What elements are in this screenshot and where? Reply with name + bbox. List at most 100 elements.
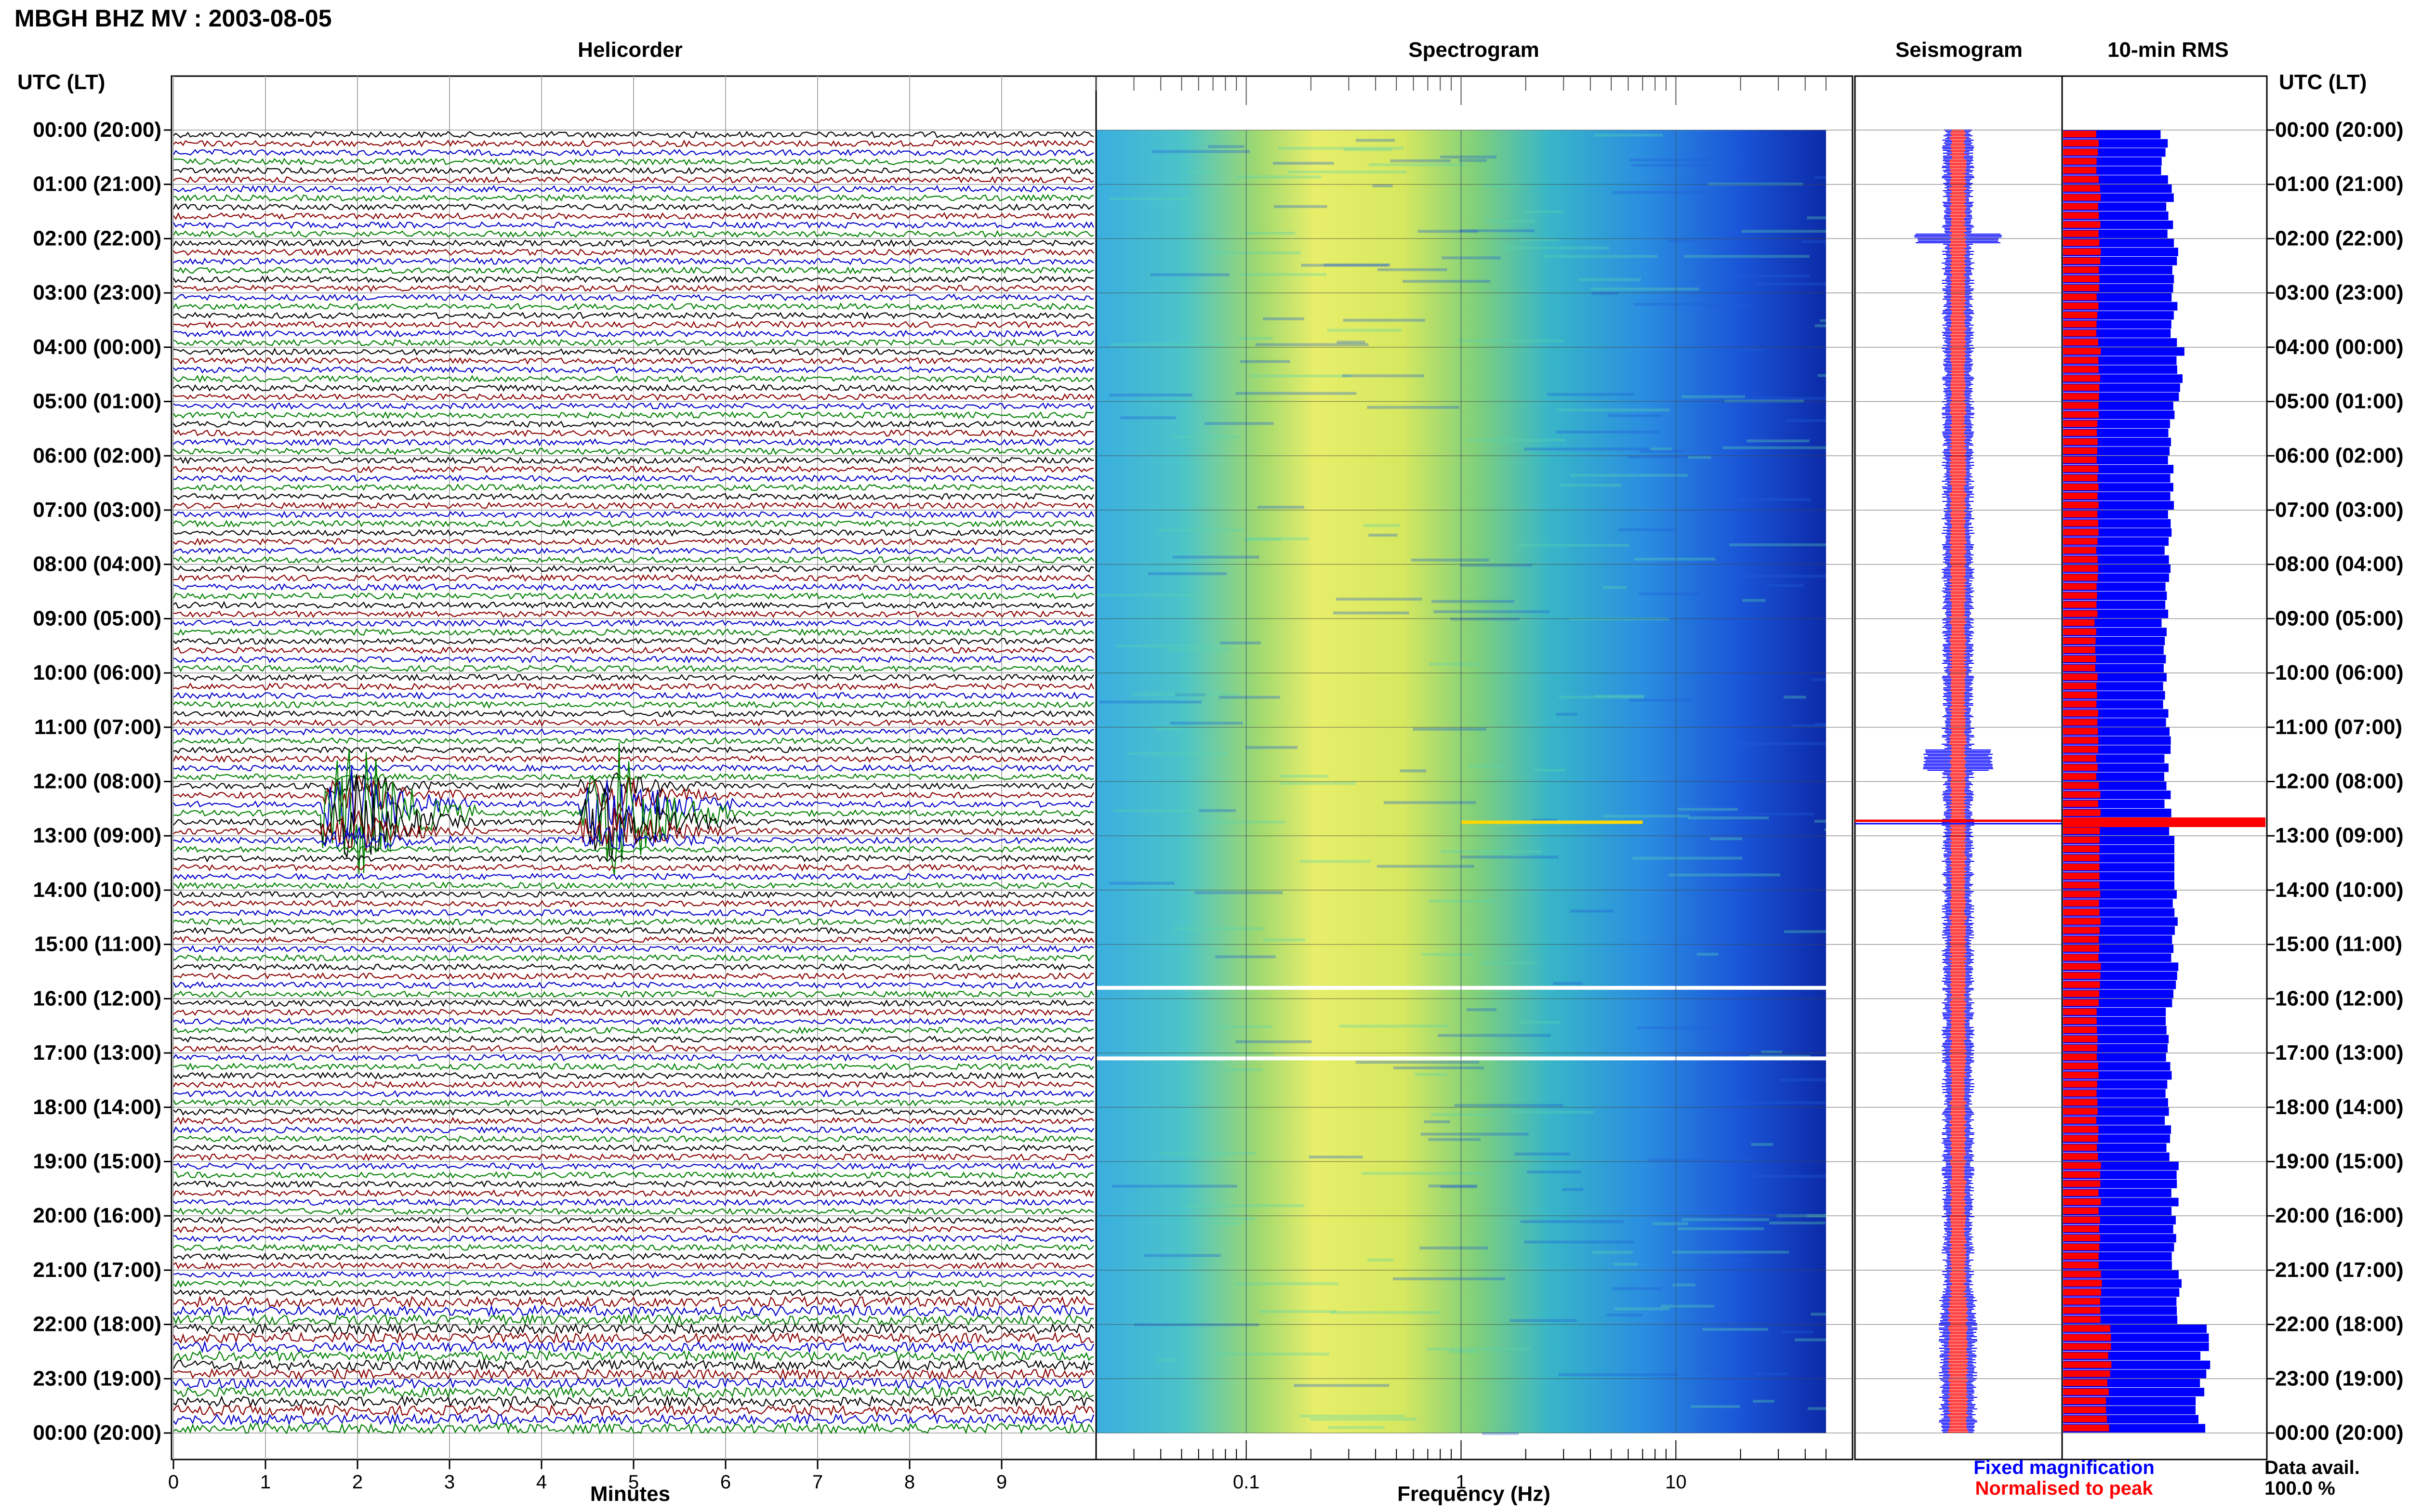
spectrogram-texture — [1726, 1213, 1826, 1217]
helicorder-trace — [173, 302, 1094, 311]
spectrogram-texture — [1287, 170, 1407, 173]
spectrogram-texture — [1556, 712, 1577, 716]
spectrogram-texture — [1278, 146, 1403, 150]
helicorder-trace — [173, 719, 1094, 727]
spectrogram-texture — [1738, 498, 1812, 501]
spectrogram-texture — [1113, 809, 1192, 813]
helicorder-trace — [173, 981, 1094, 989]
rms-bar-normalised — [2063, 1415, 2107, 1422]
spectrogram-texture — [1482, 961, 1537, 965]
rms-bar-normalised — [2063, 936, 2099, 943]
helicorder-trace — [173, 1386, 1094, 1399]
spectrogram-texture — [1681, 1218, 1769, 1221]
rms-bar-normalised — [2063, 158, 2097, 165]
helicorder-trace — [173, 999, 1094, 1008]
spectrogram-texture — [1702, 1328, 1769, 1331]
spectrogram-texture — [1532, 818, 1558, 822]
spectrogram-texture — [1356, 139, 1395, 142]
spectrogram-texture — [1824, 828, 1826, 831]
spectrogram-texture — [1602, 815, 1690, 818]
spectrogram-texture — [1718, 274, 1810, 277]
rms-bar-normalised — [2063, 1216, 2100, 1223]
spectrogram-texture — [1518, 543, 1629, 547]
helicorder-trace — [173, 320, 1094, 329]
rms-bar-normalised — [2063, 683, 2097, 690]
time-label-left: 15:00 (11:00) — [34, 933, 161, 956]
helicorder-tick-label: 9 — [996, 1472, 1007, 1493]
rms-bar-normalised — [2063, 755, 2096, 762]
rms-event-bar — [2063, 817, 2265, 828]
rms-bar-normalised — [2063, 320, 2097, 328]
helicorder-trace — [173, 1377, 1094, 1390]
time-label-right: 00:00 (20:00) — [2275, 118, 2404, 142]
helicorder-trace — [173, 1413, 1095, 1426]
spectrogram-texture — [1223, 1068, 1263, 1071]
spectrogram-texture — [1512, 1110, 1594, 1114]
spectrogram-texture — [1442, 256, 1501, 260]
helicorder-trace — [173, 1235, 1094, 1243]
helicorder-trace — [173, 456, 1094, 465]
station-title: MBGH BHZ MV : 2003-08-05 — [14, 5, 332, 32]
rms-bar-normalised — [2063, 746, 2098, 753]
spectrogram-texture — [1509, 1319, 1577, 1322]
helicorder-trace — [173, 1340, 1095, 1354]
spectrogram-texture — [1159, 1152, 1256, 1155]
rms-bar-normalised — [2063, 1235, 2100, 1242]
time-label-left: 20:00 (16:00) — [33, 1204, 161, 1227]
spectrogram-texture — [1747, 439, 1810, 443]
rms-bar-normalised — [2063, 1171, 2101, 1178]
spectrogram-texture — [1390, 159, 1451, 162]
spectrogram-texture — [1781, 1330, 1813, 1334]
rms-bar-normalised — [2063, 918, 2101, 925]
helicorder-trace — [173, 899, 1094, 908]
spectrogram-texture — [1555, 430, 1659, 434]
helicorder-trace — [173, 963, 1094, 971]
panel-title-rms: 10-min RMS — [2107, 38, 2229, 62]
rms-bar-normalised — [2063, 1053, 2097, 1061]
helicorder-tick-label: 2 — [352, 1472, 363, 1493]
helicorder-trace — [173, 547, 1094, 555]
helicorder-trace — [173, 736, 1094, 745]
rms-bar-normalised — [2063, 1334, 2111, 1341]
spectrogram-texture — [1613, 1262, 1638, 1266]
time-label-right: 03:00 (23:00) — [2275, 281, 2404, 304]
time-label-left: 11:00 (07:00) — [34, 715, 161, 739]
spectrogram-texture — [1377, 268, 1447, 271]
spectrogram-texture — [1749, 1054, 1810, 1058]
rms-bar-normalised — [2063, 348, 2101, 355]
spectrogram-texture — [1240, 273, 1327, 276]
helicorder-trace — [173, 845, 1094, 854]
spectrogram-texture — [1431, 600, 1514, 603]
spectrogram-texture — [1570, 909, 1614, 913]
spectrogram-texture — [1168, 648, 1230, 651]
spectrogram-texture — [1413, 727, 1486, 731]
helicorder-trace — [173, 402, 1094, 410]
spectrogram-texture — [1120, 416, 1176, 420]
spectrogram-texture — [1215, 955, 1276, 959]
spectrogram-texture — [1150, 273, 1230, 276]
helicorder-trace — [173, 1358, 1094, 1371]
spectrogram-texture — [1309, 1156, 1363, 1159]
helicorder-trace — [173, 891, 1094, 899]
spectrogram-texture — [1238, 337, 1273, 340]
spectrogram-texture — [1753, 1174, 1826, 1178]
panel-title-spectrogram: Spectrogram — [1408, 38, 1539, 62]
spectrogram-texture — [1817, 374, 1826, 377]
rms-bar-normalised — [2063, 529, 2099, 536]
rms-bar-normalised — [2063, 737, 2099, 744]
rms-bar-normalised — [2063, 845, 2100, 853]
helicorder-trace — [173, 239, 1094, 248]
rms-bar-normalised — [2063, 1017, 2097, 1025]
rms-bar-normalised — [2063, 1388, 2109, 1395]
spectrogram-texture — [1629, 158, 1742, 162]
helicorder-trace — [173, 1071, 1094, 1080]
helicorder-trace — [173, 1044, 1094, 1052]
time-label-left: 18:00 (14:00) — [33, 1095, 161, 1119]
helicorder-trace — [173, 1262, 1094, 1270]
spectrogram-texture — [1678, 1227, 1764, 1230]
spectrogram-frame — [1095, 75, 1853, 1460]
helicorder-trace — [173, 284, 1094, 293]
time-label-right: 20:00 (16:00) — [2275, 1204, 2404, 1227]
spectrogram-texture — [1158, 528, 1244, 532]
helicorder-trace — [173, 483, 1094, 492]
